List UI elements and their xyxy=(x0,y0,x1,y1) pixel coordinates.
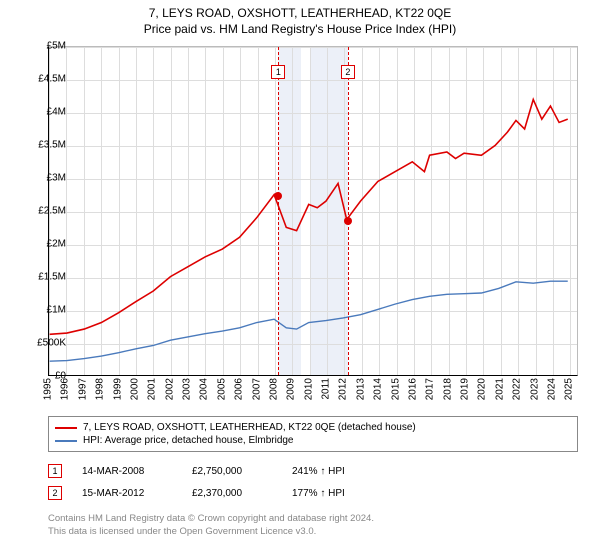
sale-price: £2,750,000 xyxy=(192,466,272,477)
x-axis-label: 2025 xyxy=(564,378,575,400)
x-axis-label: 2007 xyxy=(251,378,262,400)
footer-line-1: Contains HM Land Registry data © Crown c… xyxy=(48,512,374,525)
x-axis-label: 1998 xyxy=(95,378,106,400)
sale-hpi: 241% ↑ HPI xyxy=(292,466,345,477)
x-axis-label: 2006 xyxy=(234,378,245,400)
x-axis-label: 2002 xyxy=(164,378,175,400)
y-axis-label: £1M xyxy=(22,305,66,316)
x-axis-label: 2021 xyxy=(494,378,505,400)
x-axis-label: 1999 xyxy=(112,378,123,400)
legend-label: HPI: Average price, detached house, Elmb… xyxy=(83,435,294,446)
sale-records: 1 14-MAR-2008 £2,750,000 241% ↑ HPI 2 15… xyxy=(48,460,345,504)
legend-item: HPI: Average price, detached house, Elmb… xyxy=(55,434,571,447)
x-axis-label: 2019 xyxy=(460,378,471,400)
sale-date: 15-MAR-2012 xyxy=(82,488,172,499)
chart-marker-box: 2 xyxy=(341,65,355,79)
sale-hpi: 177% ↑ HPI xyxy=(292,488,345,499)
footer-attribution: Contains HM Land Registry data © Crown c… xyxy=(48,512,374,539)
x-axis-label: 2022 xyxy=(512,378,523,400)
y-axis-label: £5M xyxy=(22,41,66,52)
x-axis-label: 2008 xyxy=(268,378,279,400)
x-axis-label: 1996 xyxy=(60,378,71,400)
sale-dot xyxy=(274,192,282,200)
chart-plot-area: 12 xyxy=(48,46,578,376)
sale-dot xyxy=(344,217,352,225)
x-axis-label: 2004 xyxy=(199,378,210,400)
x-axis-label: 2005 xyxy=(216,378,227,400)
x-axis-label: 2016 xyxy=(407,378,418,400)
sale-date: 14-MAR-2008 xyxy=(82,466,172,477)
y-axis-label: £2.5M xyxy=(22,206,66,217)
x-axis-label: 2024 xyxy=(546,378,557,400)
x-axis-label: 1995 xyxy=(43,378,54,400)
title-line-1: 7, LEYS ROAD, OXSHOTT, LEATHERHEAD, KT22… xyxy=(0,6,600,20)
x-axis-label: 2003 xyxy=(182,378,193,400)
x-axis-label: 2001 xyxy=(147,378,158,400)
y-axis-label: £2M xyxy=(22,239,66,250)
x-axis-label: 2017 xyxy=(425,378,436,400)
x-axis-label: 2010 xyxy=(303,378,314,400)
y-axis-label: £3M xyxy=(22,173,66,184)
x-axis-label: 2013 xyxy=(355,378,366,400)
legend-swatch xyxy=(55,427,77,429)
sale-row: 2 15-MAR-2012 £2,370,000 177% ↑ HPI xyxy=(48,482,345,504)
x-axis-label: 2014 xyxy=(373,378,384,400)
x-axis-label: 2000 xyxy=(129,378,140,400)
y-axis-label: £1.5M xyxy=(22,272,66,283)
x-axis-label: 2009 xyxy=(286,378,297,400)
title-line-2: Price paid vs. HM Land Registry's House … xyxy=(0,22,600,36)
x-axis-label: 2015 xyxy=(390,378,401,400)
x-axis-label: 2023 xyxy=(529,378,540,400)
sale-marker-box: 2 xyxy=(48,486,62,500)
x-axis-label: 2011 xyxy=(321,378,332,400)
x-axis-label: 2018 xyxy=(442,378,453,400)
chart-lines-svg xyxy=(49,47,577,375)
x-axis-label: 2020 xyxy=(477,378,488,400)
sale-row: 1 14-MAR-2008 £2,750,000 241% ↑ HPI xyxy=(48,460,345,482)
x-axis-label: 1997 xyxy=(77,378,88,400)
chart-titles: 7, LEYS ROAD, OXSHOTT, LEATHERHEAD, KT22… xyxy=(0,0,600,36)
y-axis-label: £3.5M xyxy=(22,140,66,151)
footer-line-2: This data is licensed under the Open Gov… xyxy=(48,525,374,538)
series-line xyxy=(50,281,568,361)
x-axis-label: 2012 xyxy=(338,378,349,400)
y-axis-label: £4.5M xyxy=(22,74,66,85)
y-axis-label: £500K xyxy=(22,338,66,349)
sale-marker-box: 1 xyxy=(48,464,62,478)
legend-item: 7, LEYS ROAD, OXSHOTT, LEATHERHEAD, KT22… xyxy=(55,421,571,434)
legend-label: 7, LEYS ROAD, OXSHOTT, LEATHERHEAD, KT22… xyxy=(83,422,416,433)
legend: 7, LEYS ROAD, OXSHOTT, LEATHERHEAD, KT22… xyxy=(48,416,578,452)
chart-marker-box: 1 xyxy=(271,65,285,79)
series-line xyxy=(50,99,568,334)
legend-swatch xyxy=(55,440,77,442)
sale-price: £2,370,000 xyxy=(192,488,272,499)
y-axis-label: £4M xyxy=(22,107,66,118)
